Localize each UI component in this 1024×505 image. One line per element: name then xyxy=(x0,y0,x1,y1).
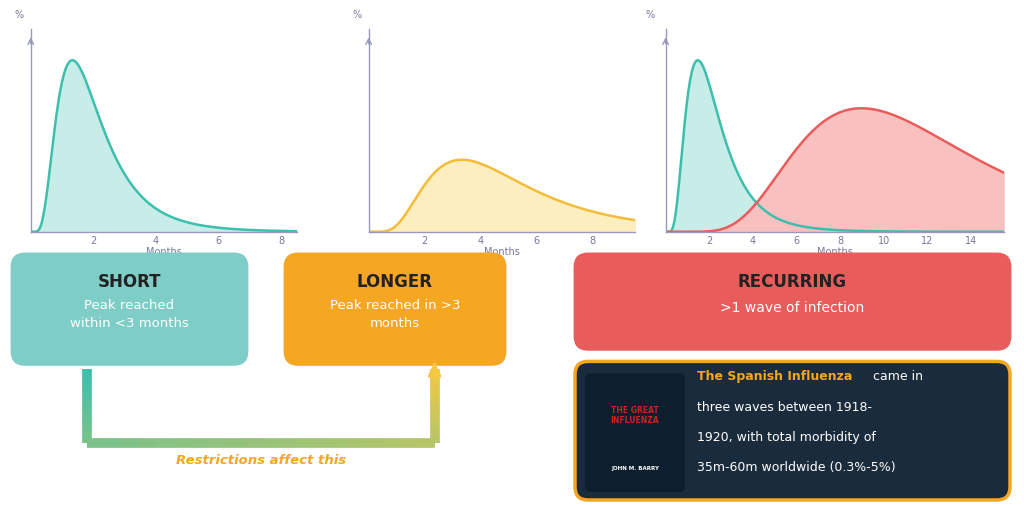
Text: LONGER: LONGER xyxy=(357,273,433,290)
Text: 1920, with total morbidity of: 1920, with total morbidity of xyxy=(697,430,876,443)
Text: Peak reached
within <3 months: Peak reached within <3 months xyxy=(70,298,189,329)
FancyBboxPatch shape xyxy=(575,362,1010,500)
FancyBboxPatch shape xyxy=(575,255,1010,349)
X-axis label: Months: Months xyxy=(145,246,182,257)
Text: %: % xyxy=(645,10,654,20)
FancyBboxPatch shape xyxy=(585,374,685,492)
Text: %: % xyxy=(352,10,361,20)
Text: THE GREAT
INFLUENZA: THE GREAT INFLUENZA xyxy=(610,405,659,424)
Text: 35m-60m worldwide (0.3%-5%): 35m-60m worldwide (0.3%-5%) xyxy=(697,460,896,473)
X-axis label: Months: Months xyxy=(483,246,520,257)
FancyBboxPatch shape xyxy=(285,255,505,365)
Text: SHORT: SHORT xyxy=(97,273,161,290)
Text: %: % xyxy=(14,10,24,20)
Text: Restrictions affect this: Restrictions affect this xyxy=(176,453,346,466)
Text: The Spanish Influenza: The Spanish Influenza xyxy=(697,370,852,383)
Text: >1 wave of infection: >1 wave of infection xyxy=(720,300,864,315)
Text: RECURRING: RECURRING xyxy=(738,273,847,290)
Text: three waves between 1918-: three waves between 1918- xyxy=(697,400,872,413)
Text: came in: came in xyxy=(869,370,923,383)
Text: JOHN M. BARRY: JOHN M. BARRY xyxy=(611,465,659,470)
FancyBboxPatch shape xyxy=(12,255,247,365)
Text: Peak reached in >3
months: Peak reached in >3 months xyxy=(330,298,460,329)
X-axis label: Months: Months xyxy=(816,246,853,257)
